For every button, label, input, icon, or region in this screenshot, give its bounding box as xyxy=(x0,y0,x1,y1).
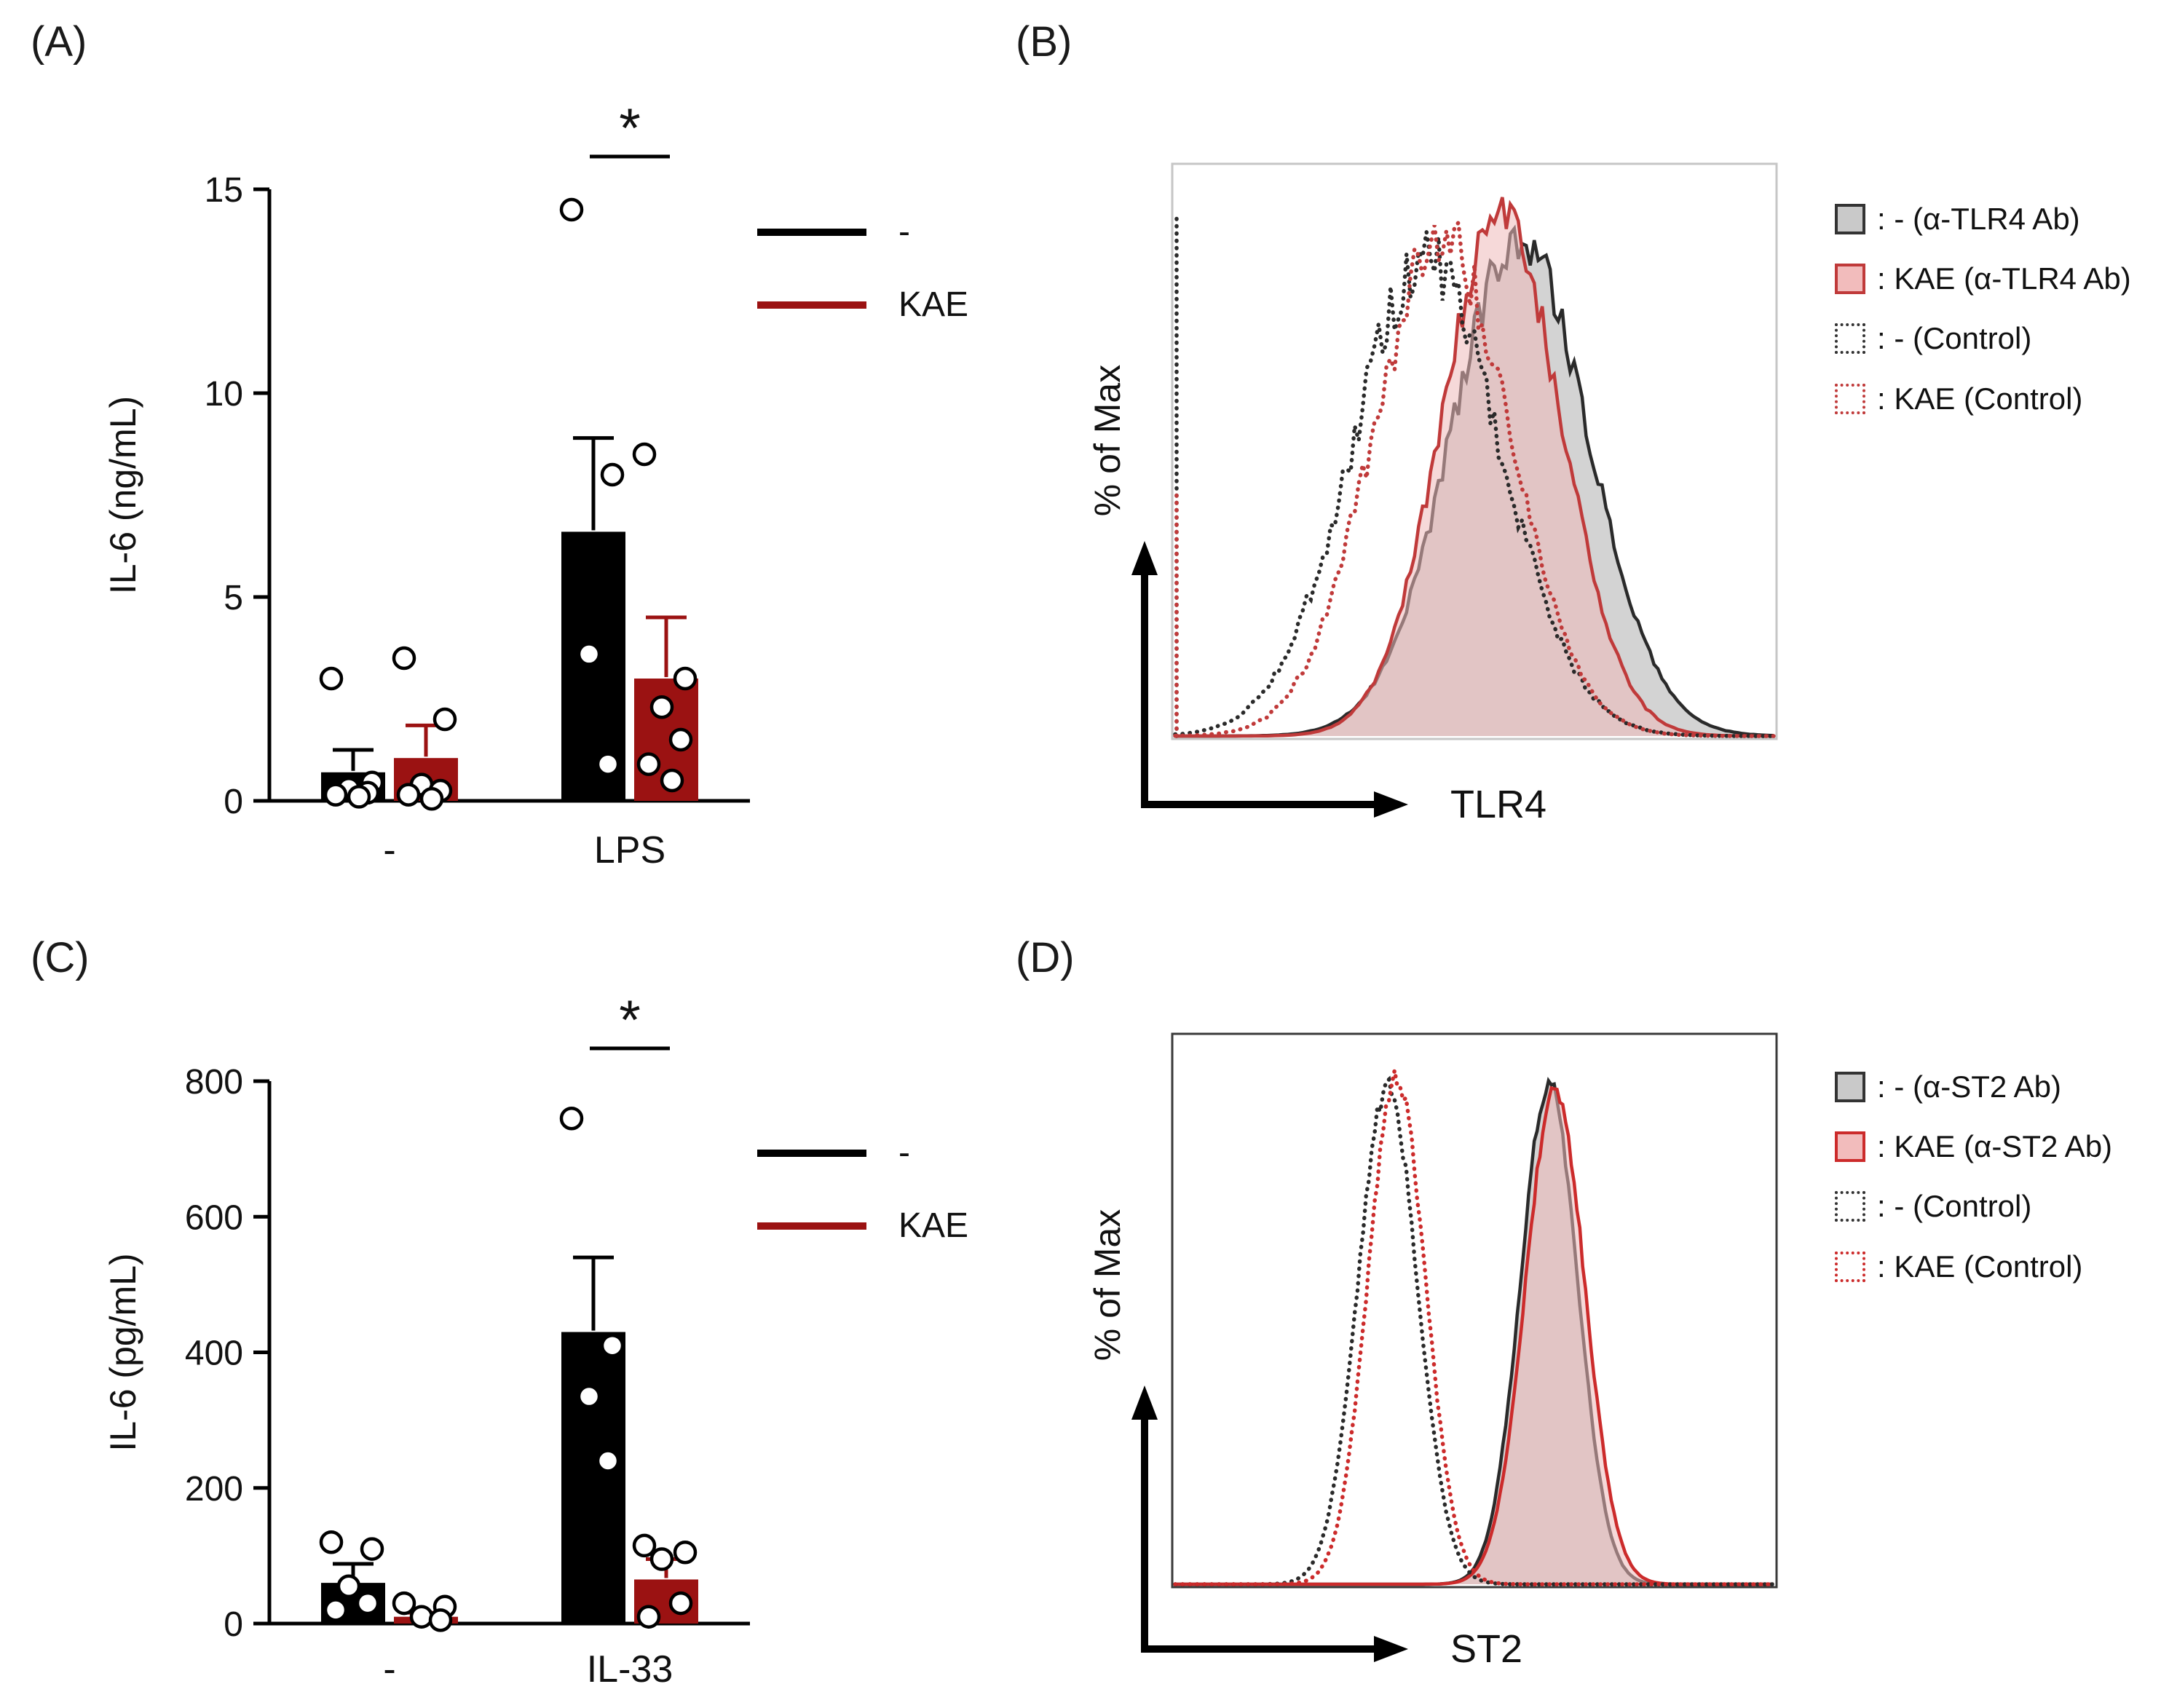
legend-label: : KAE (α-ST2 Ab) xyxy=(1877,1129,2113,1164)
legend-line-swatch-minus xyxy=(757,229,866,236)
svg-text:600: 600 xyxy=(185,1198,243,1237)
legend-label-kae: KAE xyxy=(898,285,969,324)
svg-text:TLR4: TLR4 xyxy=(1450,783,1546,826)
legend-label: : - (α-TLR4 Ab) xyxy=(1877,202,2080,236)
legend-label: : KAE (Control) xyxy=(1877,381,2083,416)
legend-item-control-minus: : - (Control) xyxy=(1835,1190,2112,1223)
legend-item-tlr4ab-minus: : - (α-TLR4 Ab) xyxy=(1835,202,2131,236)
svg-text:ST2: ST2 xyxy=(1450,1627,1522,1671)
svg-text:200: 200 xyxy=(185,1470,243,1509)
panel-c-label: (C) xyxy=(31,934,90,981)
il6-il33-bar-chart: 0 200 400 600 800 IL-6 (pg/mL) - IL-33 * xyxy=(103,989,750,1691)
legend-item-kae: KAE xyxy=(757,1209,968,1244)
legend-swatch-black-dotted xyxy=(1835,1191,1865,1222)
st2-flow-histogram: ST2 % of Max xyxy=(1087,1032,1778,1671)
legend-item-minus: - xyxy=(757,1136,968,1171)
il6-lps-bar-chart: 0 5 10 15 IL-6 (ng/mL) - LPS * xyxy=(103,98,750,871)
panel-a-label: (A) xyxy=(31,18,87,66)
svg-text:LPS: LPS xyxy=(594,829,665,871)
legend-swatch-red-dotted xyxy=(1835,1251,1865,1282)
legend-label-minus: - xyxy=(898,1134,910,1172)
legend-item-st2ab-minus: : - (α-ST2 Ab) xyxy=(1835,1070,2112,1104)
svg-text:800: 800 xyxy=(185,1063,243,1102)
panel-c-legend: - KAE xyxy=(757,1136,968,1244)
svg-text:IL-6 (ng/mL): IL-6 (ng/mL) xyxy=(103,396,143,594)
legend-item-minus: - xyxy=(757,215,968,250)
svg-text:IL-33: IL-33 xyxy=(587,1648,673,1691)
legend-swatch-pink-filled xyxy=(1835,1131,1865,1163)
svg-text:15: 15 xyxy=(205,171,243,210)
svg-text:400: 400 xyxy=(185,1335,243,1373)
legend-label-minus: - xyxy=(898,213,910,251)
tlr4-flow-histogram: TLR4 % of Max xyxy=(1087,162,1778,826)
legend-line-swatch-minus xyxy=(757,1150,866,1157)
legend-line-swatch-kae xyxy=(757,301,866,309)
panel-b-legend: : - (α-TLR4 Ab) : KAE (α-TLR4 Ab) : - (C… xyxy=(1835,202,2131,416)
svg-text:% of Max: % of Max xyxy=(1087,365,1128,516)
panel-a-legend: - KAE xyxy=(757,215,968,323)
panel-d-legend: : - (α-ST2 Ab) : KAE (α-ST2 Ab) : - (Con… xyxy=(1835,1070,2112,1284)
svg-text:0: 0 xyxy=(224,1605,243,1644)
legend-item-kae: KAE xyxy=(757,288,968,323)
svg-text:0: 0 xyxy=(224,783,243,821)
legend-swatch-black-dotted xyxy=(1835,323,1865,355)
panel-d-label: (D) xyxy=(1016,934,1075,981)
legend-swatch-red-dotted xyxy=(1835,383,1865,414)
legend-item-st2ab-kae: : KAE (α-ST2 Ab) xyxy=(1835,1129,2113,1164)
legend-item-control-kae: : KAE (Control) xyxy=(1835,1249,2112,1284)
legend-swatch-pink-filled xyxy=(1835,264,1865,295)
legend-swatch-gray-filled xyxy=(1835,1072,1865,1103)
svg-text:*: * xyxy=(619,98,641,159)
legend-label: : - (Control) xyxy=(1877,321,2032,356)
legend-label-kae: KAE xyxy=(898,1206,969,1245)
legend-label: : - (Control) xyxy=(1877,1189,2032,1224)
svg-text:% of Max: % of Max xyxy=(1087,1209,1128,1361)
legend-label: : KAE (Control) xyxy=(1877,1249,2083,1284)
legend-item-control-minus: : - (Control) xyxy=(1835,322,2131,355)
svg-text:*: * xyxy=(619,989,641,1051)
svg-text:-: - xyxy=(383,1648,395,1691)
panel-b-label: (B) xyxy=(1016,18,1072,66)
svg-text:IL-6 (pg/mL): IL-6 (pg/mL) xyxy=(103,1253,143,1451)
svg-text:-: - xyxy=(383,829,395,871)
legend-label: : KAE (α-TLR4 Ab) xyxy=(1877,261,2131,296)
legend-item-tlr4ab-kae: : KAE (α-TLR4 Ab) xyxy=(1835,261,2131,296)
legend-label: : - (α-ST2 Ab) xyxy=(1877,1070,2061,1104)
svg-text:10: 10 xyxy=(205,375,243,414)
svg-text:5: 5 xyxy=(224,579,243,617)
legend-swatch-gray-filled xyxy=(1835,204,1865,235)
legend-item-control-kae: : KAE (Control) xyxy=(1835,381,2131,416)
legend-line-swatch-kae xyxy=(757,1222,866,1230)
